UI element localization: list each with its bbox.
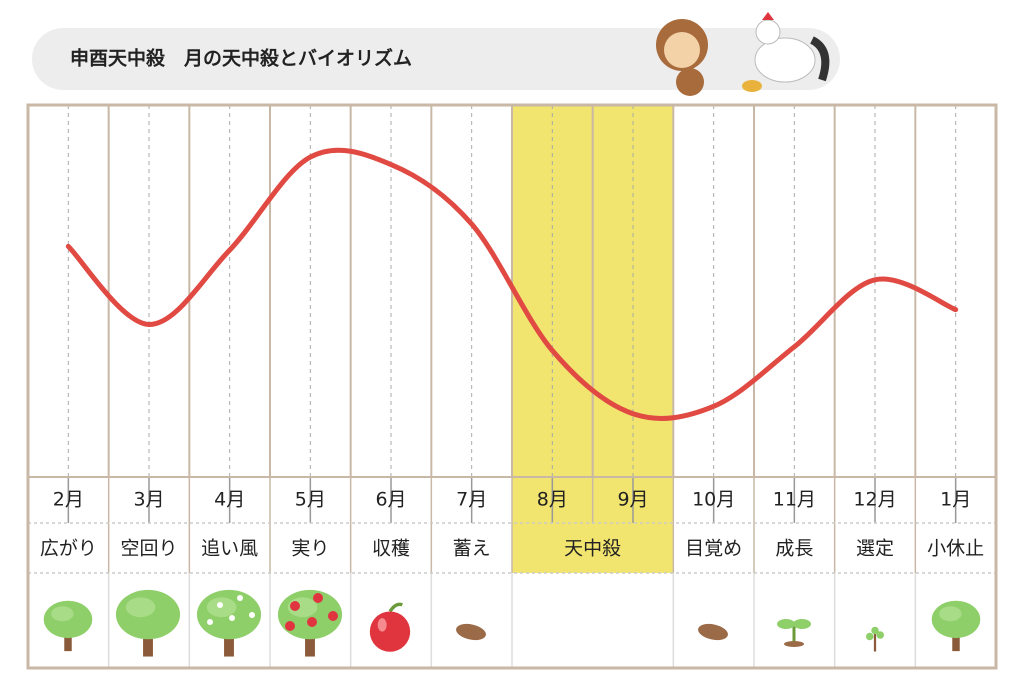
phase-label: 小休止 (927, 538, 984, 560)
phase-label: 収穫 (372, 538, 410, 560)
biorhythm-line (65, 147, 959, 421)
phase-label: 空回り (120, 538, 177, 560)
table-frame (26, 103, 998, 670)
title-pill (32, 28, 840, 90)
x-tick-label: 3月 (133, 489, 164, 511)
phase-label: 選定 (856, 538, 894, 560)
x-tick-label: 8月 (537, 489, 568, 511)
phase-label: 成長 (775, 538, 813, 560)
x-tick-label: 5月 (295, 489, 326, 511)
x-tick-label: 7月 (456, 489, 487, 511)
phase-label: 追い風 (201, 538, 258, 560)
phase-label: 目覚め (685, 538, 742, 560)
x-tick-label: 1月 (940, 489, 971, 511)
x-tick-label: 2月 (53, 489, 84, 511)
phase-label: 広がり (40, 538, 97, 560)
phase-label: 蓄え (453, 538, 491, 560)
x-tick-label: 4月 (214, 489, 245, 511)
x-tick-label: 10月 (692, 489, 735, 511)
x-tick-label: 9月 (617, 489, 648, 511)
x-tick-label: 11月 (773, 489, 816, 511)
mascots (656, 12, 830, 96)
icons (42, 588, 982, 659)
phase-label: 天中殺 (564, 538, 621, 560)
x-tick-label: 6月 (375, 489, 406, 511)
chart-title: 申酉天中殺 月の天中殺とバイオリズム (70, 47, 412, 70)
x-tick-label: 12月 (853, 489, 896, 511)
phase-label: 実り (291, 538, 329, 560)
